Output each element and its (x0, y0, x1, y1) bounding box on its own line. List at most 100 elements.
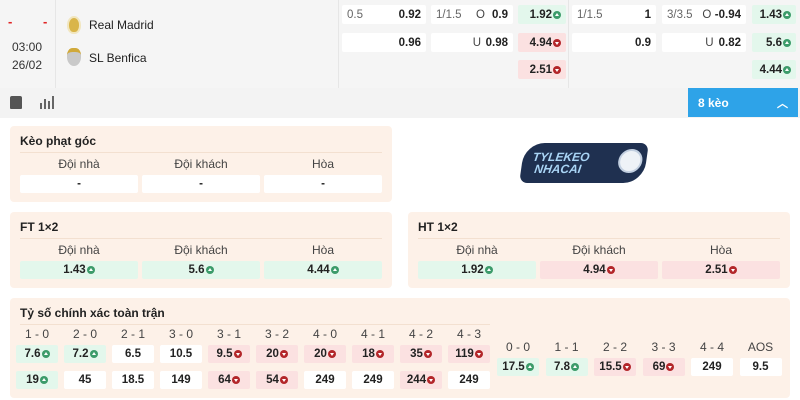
odds-line: 1/1.5 (436, 8, 462, 21)
odds-box[interactable]: - (142, 175, 260, 193)
odds-box[interactable]: 1.92 (418, 261, 536, 279)
column-label: Đội nhà (58, 157, 100, 171)
odds-box[interactable]: 2.51 (662, 261, 780, 279)
jersey-icon[interactable] (10, 96, 22, 109)
odds-1x2-cell[interactable]: 4.94 (518, 33, 566, 52)
score-label: 0 - 0 (505, 340, 530, 354)
column-label: Đội khách (572, 243, 626, 257)
odds-cell[interactable]: 0.5 0.92 (342, 5, 426, 24)
odds-box[interactable]: 244 (400, 371, 442, 389)
odds-value: 5.6 (766, 36, 782, 49)
odds-value: 1 (644, 8, 651, 21)
stats-icon[interactable] (40, 95, 56, 109)
odds-value: 2.51 (529, 63, 552, 76)
odds-box[interactable]: 9.5 (208, 345, 250, 363)
arrow-down-icon (553, 38, 561, 47)
odds-box[interactable]: 149 (160, 371, 202, 389)
more-odds-button[interactable]: 8 kèo ︿ (688, 88, 798, 117)
odds-box[interactable]: 6.5 (112, 345, 154, 363)
arrow-down-icon (279, 376, 288, 384)
arrow-up-icon (330, 266, 339, 274)
odds-box[interactable]: 119 (448, 345, 490, 363)
odds-value: - (199, 178, 203, 190)
odds-box[interactable]: - (264, 175, 382, 193)
odds-1x2-cell[interactable]: 1.43 (752, 5, 796, 24)
benfica-logo (67, 48, 81, 66)
toolbar (0, 88, 800, 118)
odds-1x2-cell[interactable]: 4.44 (752, 60, 796, 79)
odds-side: U (472, 36, 482, 49)
odds-value: 249 (702, 361, 722, 373)
odds-box[interactable]: 20 (256, 345, 298, 363)
odds-cell[interactable]: U 0.82 (662, 33, 746, 52)
odds-box[interactable]: 7.2 (64, 345, 106, 363)
odds-box[interactable]: 17.5 (497, 358, 539, 376)
arrow-up-icon (783, 38, 791, 47)
arrow-up-icon (86, 266, 95, 274)
arrow-up-icon (571, 363, 579, 371)
odds-value: 7.2 (72, 348, 89, 360)
odds-box[interactable]: 7.6 (16, 345, 58, 363)
odds-cell[interactable]: 0.96 (342, 33, 426, 52)
match-date: 26/02 (12, 58, 43, 72)
odds-value: 1.43 (759, 8, 782, 21)
odds-box[interactable]: 18 (352, 345, 394, 363)
odds-value: -0.94 (714, 8, 741, 21)
odds-value: 244 (406, 374, 427, 386)
odds-box[interactable]: 69 (642, 358, 685, 376)
odds-1x2-cell[interactable]: 5.6 (752, 33, 796, 52)
odds-value: 7.6 (24, 348, 41, 360)
away-team[interactable]: SL Benfica (89, 51, 147, 65)
odds-box[interactable]: 5.6 (142, 261, 260, 279)
arrow-down-icon (427, 376, 436, 384)
odds-cell[interactable]: 1/1.5 1 (572, 5, 656, 24)
odds-box[interactable]: 249 (691, 358, 733, 376)
odds-box[interactable]: 4.44 (264, 261, 382, 279)
divider (55, 0, 56, 88)
score-label: 2 - 0 (72, 327, 97, 341)
odds-box[interactable]: 54 (256, 371, 298, 389)
odds-box[interactable]: 19 (16, 371, 58, 389)
odds-value: 149 (171, 374, 191, 386)
odds-box[interactable]: 249 (448, 371, 490, 389)
divider (20, 152, 382, 153)
odds-cell[interactable]: U 0.98 (431, 33, 513, 52)
score-label: AOS (747, 340, 774, 354)
more-odds-label: 8 kèo (698, 95, 729, 110)
odds-value: 249 (315, 374, 335, 386)
odds-box[interactable]: - (20, 175, 138, 193)
odds-box[interactable]: 1.43 (20, 261, 138, 279)
odds-cell[interactable]: 3/3.5 O -0.94 (662, 5, 746, 24)
odds-value: 4.94 (583, 264, 606, 276)
odds-box[interactable]: 15.5 (594, 358, 636, 376)
odds-box[interactable]: 249 (352, 371, 394, 389)
odds-cell[interactable]: 0.9 (572, 33, 656, 52)
odds-box[interactable]: 249 (304, 371, 346, 389)
arrow-down-icon (279, 350, 288, 358)
score-label: 3 - 3 (651, 340, 676, 354)
odds-value: 18 (362, 348, 375, 360)
home-team[interactable]: Real Madrid (89, 18, 154, 32)
odds-box[interactable]: 7.8 (545, 358, 588, 376)
divider (20, 324, 490, 325)
odds-value: 9.5 (216, 348, 233, 360)
odds-box[interactable]: 18.5 (112, 371, 154, 389)
arrow-down-icon (327, 350, 336, 358)
odds-1x2-cell[interactable]: 2.51 (518, 60, 566, 79)
arrow-up-icon (525, 363, 534, 371)
odds-box[interactable]: 64 (208, 371, 250, 389)
odds-cell[interactable]: 1/1.5 O 0.9 (431, 5, 513, 24)
odds-box[interactable]: 20 (304, 345, 346, 363)
odds-value: 18.5 (121, 374, 145, 386)
odds-value: 20 (266, 348, 279, 360)
column-label: Đội nhà (456, 243, 498, 257)
odds-value: 0.98 (485, 36, 508, 49)
odds-box[interactable]: 45 (64, 371, 106, 389)
odds-box[interactable]: 4.94 (540, 261, 658, 279)
odds-1x2-cell[interactable]: 1.92 (518, 5, 566, 24)
column-label: Đội khách (174, 157, 228, 171)
odds-box[interactable]: 35 (400, 345, 442, 363)
odds-box[interactable]: 9.5 (739, 358, 782, 376)
odds-box[interactable]: 10.5 (160, 345, 202, 363)
odds-value: 7.8 (554, 361, 570, 373)
